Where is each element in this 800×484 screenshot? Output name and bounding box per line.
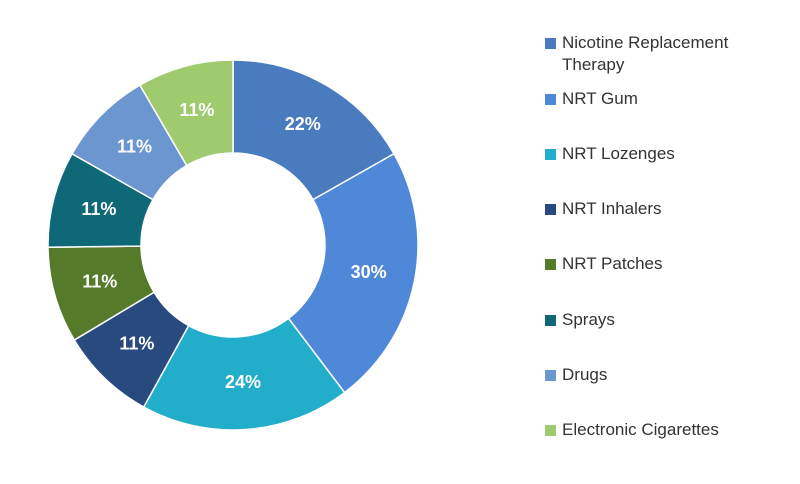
data-label: 11% <box>81 199 116 219</box>
legend-swatch <box>545 149 556 160</box>
legend-item: Nicotine Replacement Therapy <box>545 32 777 76</box>
legend-swatch <box>545 259 556 270</box>
legend-label: Drugs <box>562 365 608 384</box>
data-label: 22% <box>285 114 321 134</box>
legend-swatch <box>545 204 556 215</box>
legend-item: NRT Lozenges <box>545 143 777 165</box>
legend-item: Electronic Cigarettes <box>545 419 777 441</box>
legend-label: NRT Lozenges <box>562 144 675 163</box>
legend-item: NRT Gum <box>545 88 777 110</box>
legend-item: Drugs <box>545 364 777 386</box>
legend-label: Sprays <box>562 310 615 329</box>
legend-label: NRT Patches <box>562 254 663 273</box>
data-label: 11% <box>119 333 154 353</box>
legend-item: NRT Patches <box>545 253 777 275</box>
donut-slice <box>138 59 234 167</box>
legend-swatch <box>545 370 556 381</box>
data-label: 11% <box>179 100 214 120</box>
legend-label: NRT Inhalers <box>562 199 662 218</box>
legend-swatch <box>545 38 556 49</box>
legend-label: Electronic Cigarettes <box>562 420 719 439</box>
data-label: 24% <box>225 372 261 392</box>
data-label: 30% <box>351 262 387 282</box>
legend-label: Nicotine Replacement Therapy <box>562 33 729 74</box>
data-label: 11% <box>117 136 152 156</box>
chart: 22% 30% 24% 11% 11% 11% 11% 11% <box>47 59 419 431</box>
legend-item: Sprays <box>545 309 777 331</box>
legend-swatch <box>545 315 556 326</box>
legend-swatch <box>545 425 556 436</box>
legend-label: NRT Gum <box>562 89 638 108</box>
legend-item: NRT Inhalers <box>545 198 777 220</box>
data-label: 11% <box>82 271 117 291</box>
donut-slice <box>287 152 419 394</box>
donut-slice <box>232 59 395 201</box>
donut-slice <box>142 317 346 431</box>
legend-swatch <box>545 94 556 105</box>
